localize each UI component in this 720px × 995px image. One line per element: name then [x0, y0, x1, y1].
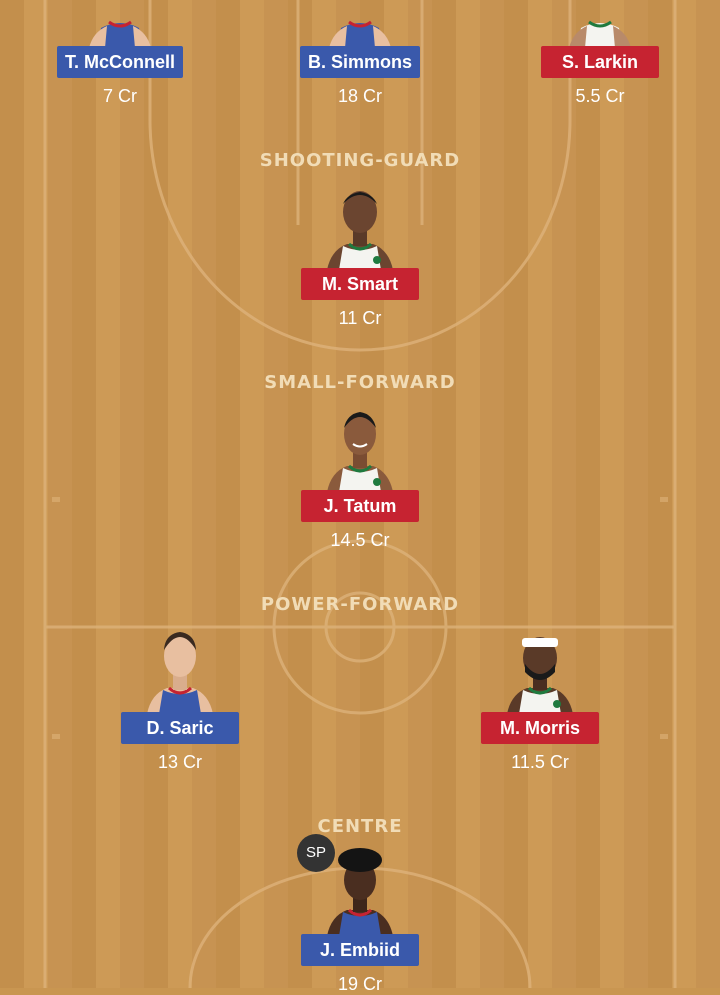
- player-avatar: [555, 0, 645, 48]
- position-label-power-forward: POWER-FORWARD: [260, 594, 460, 615]
- sp-badge: SP: [297, 834, 335, 872]
- player-credits: 18 Cr: [337, 86, 382, 106]
- player-credits: 7 Cr: [102, 86, 137, 106]
- player-credits: 14.5 Cr: [330, 530, 390, 550]
- player-card-larkin[interactable]: S. Larkin 5.5 Cr: [525, 0, 675, 107]
- player-name: D. Saric: [121, 712, 239, 744]
- player-credits: 5.5 Cr: [575, 86, 625, 106]
- position-label-shooting-guard: SHOOTING-GUARD: [259, 150, 461, 171]
- player-card-simmons[interactable]: B. Simmons 18 Cr: [285, 0, 435, 107]
- player-avatar: SP: [297, 834, 405, 936]
- player-card-tatum[interactable]: J. Tatum 14.5 Cr: [285, 402, 435, 551]
- player-name: J. Embiid: [301, 934, 419, 966]
- player-name: T. McConnell: [56, 46, 183, 78]
- player-card-embiid[interactable]: SP J. Embiid 19 Cr: [285, 834, 435, 995]
- player-credits: 19 Cr: [337, 974, 382, 994]
- player-name: M. Morris: [481, 712, 599, 744]
- player-avatar: [495, 624, 585, 714]
- player-avatar: [315, 180, 405, 270]
- position-label-small-forward: SMALL-FORWARD: [264, 372, 456, 393]
- player-card-saric[interactable]: D. Saric 13 Cr: [105, 624, 255, 773]
- position-label-centre: CENTRE: [317, 816, 403, 837]
- player-card-mcconnell[interactable]: T. McConnell 7 Cr: [45, 0, 195, 107]
- player-avatar: [75, 0, 165, 48]
- player-name: B. Simmons: [299, 46, 421, 78]
- player-name: J. Tatum: [301, 490, 419, 522]
- player-credits: 11 Cr: [338, 308, 382, 328]
- player-avatar: [315, 402, 405, 492]
- player-name: M. Smart: [301, 268, 419, 300]
- player-credits: 11.5 Cr: [511, 752, 569, 772]
- player-name: S. Larkin: [541, 46, 659, 78]
- player-avatar: [315, 0, 405, 48]
- player-credits: 13 Cr: [157, 752, 202, 772]
- player-card-smart[interactable]: M. Smart 11 Cr: [285, 180, 435, 329]
- player-avatar: [135, 624, 225, 714]
- player-card-morris[interactable]: M. Morris 11.5 Cr: [465, 624, 615, 773]
